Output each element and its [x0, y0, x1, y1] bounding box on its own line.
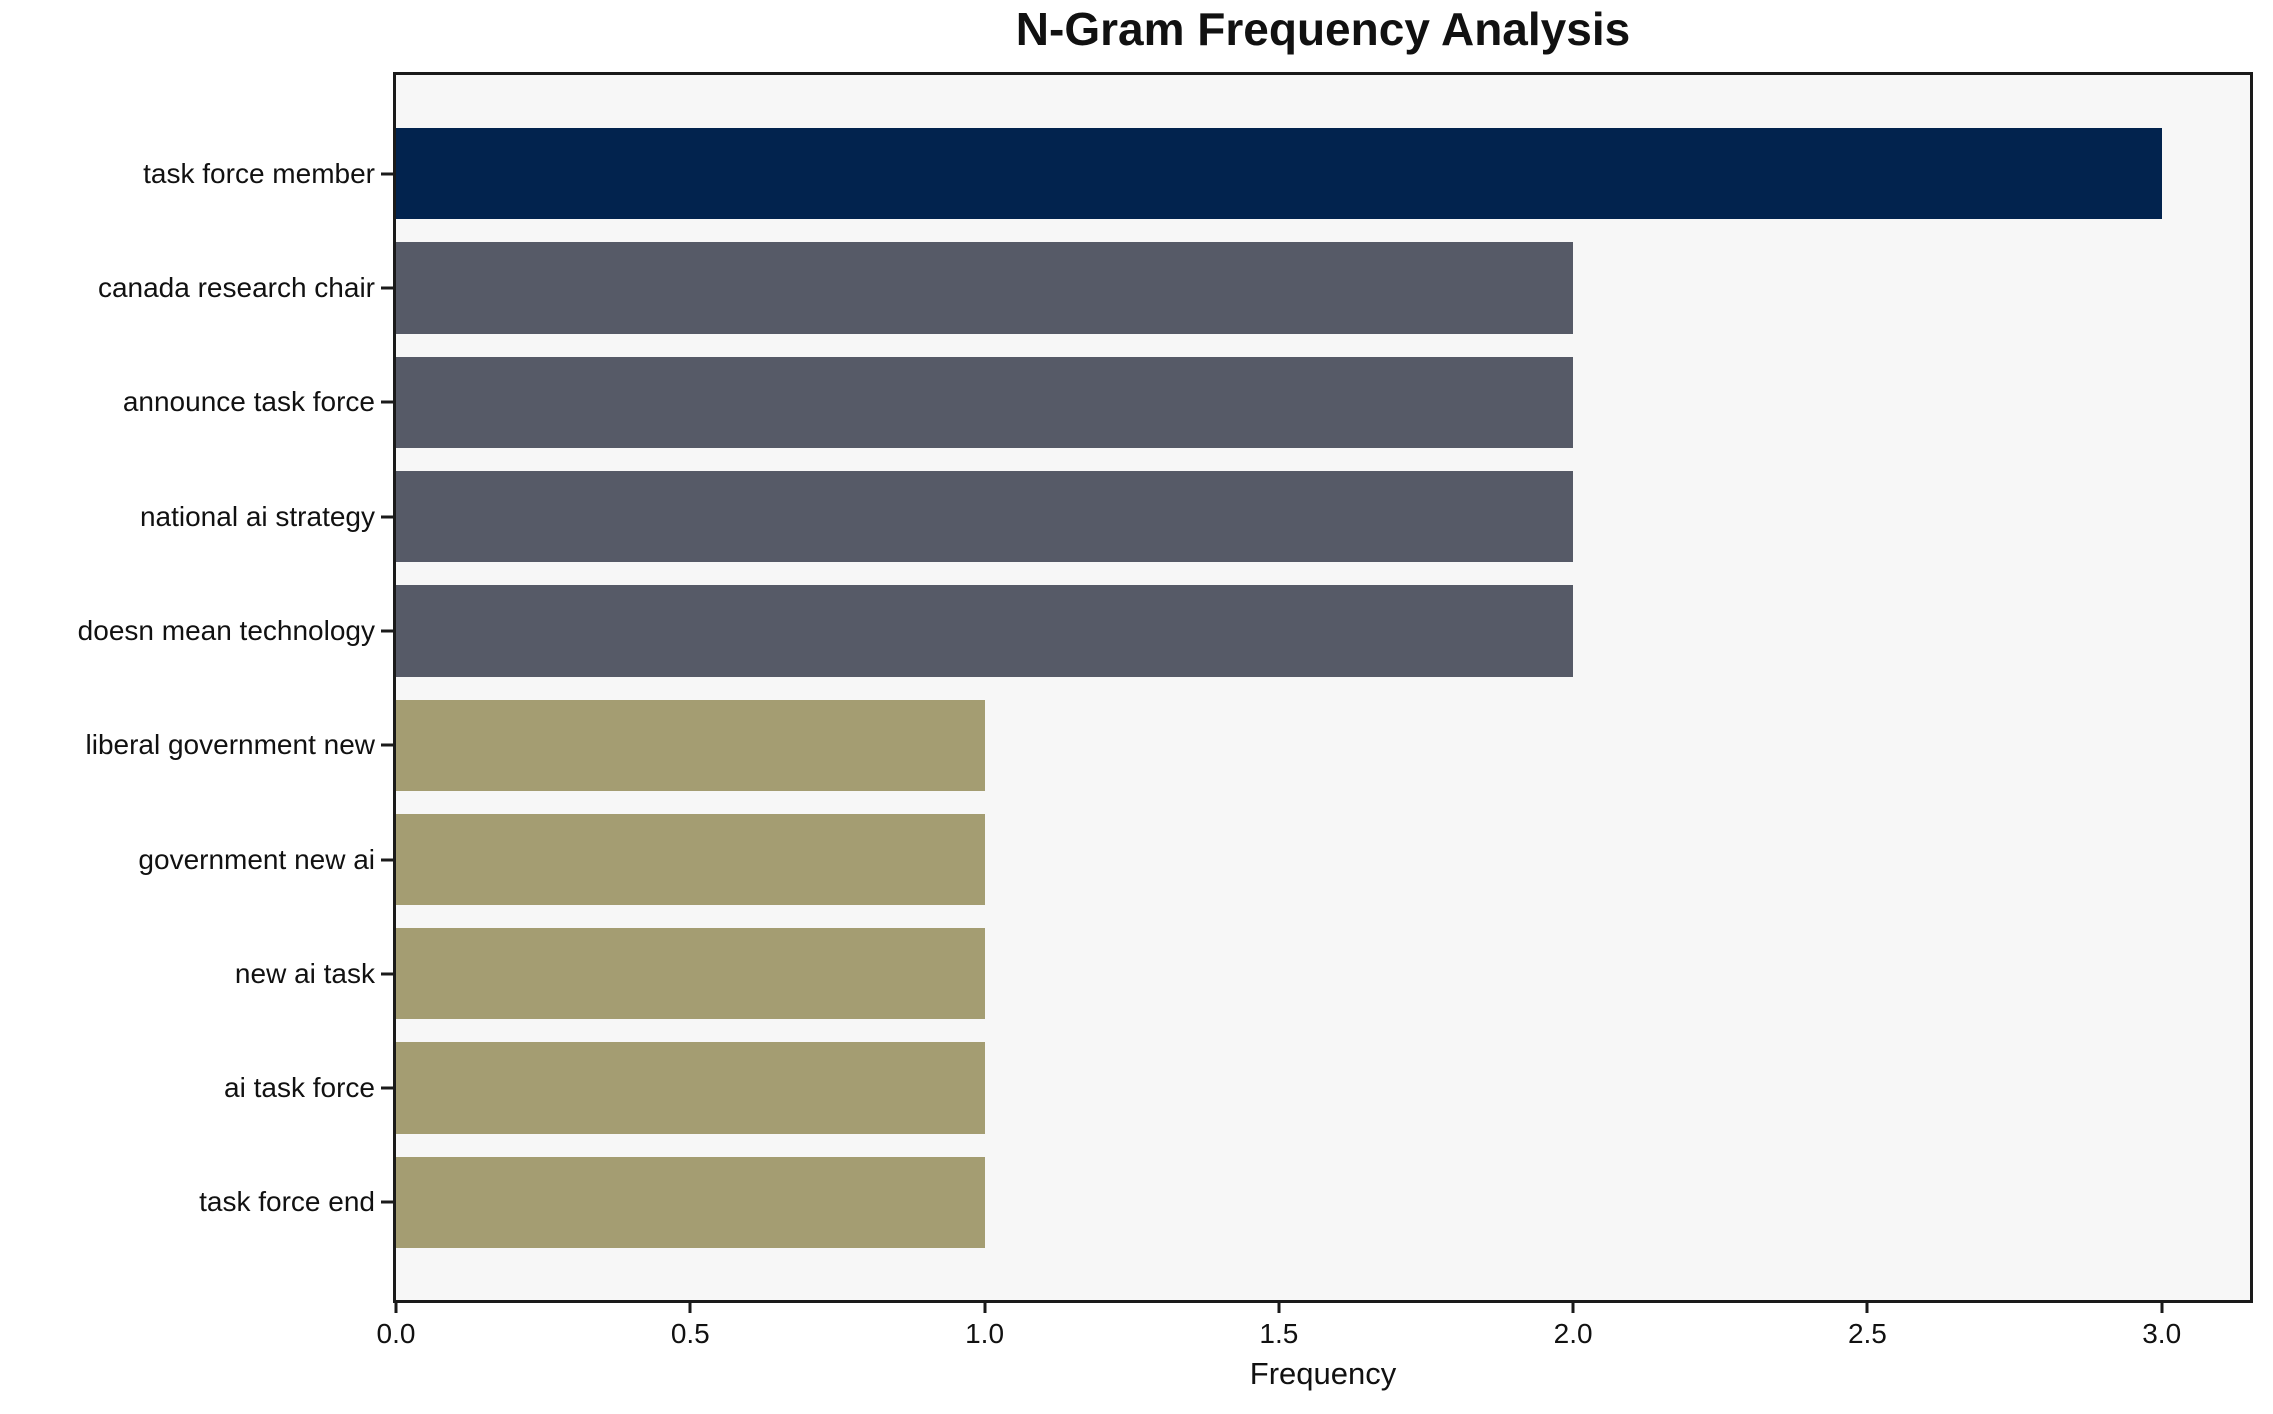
bar [396, 1042, 985, 1134]
bar [396, 1156, 985, 1249]
y-tick-label: doesn mean technology [77, 614, 375, 646]
y-tick-label: canada research chair [97, 272, 375, 303]
x-tick-mark [983, 1303, 987, 1313]
x-tick-label: 0.5 [670, 1318, 710, 1349]
x-tick-mark [394, 1303, 398, 1313]
y-tick-mark [381, 286, 393, 290]
bar [396, 242, 1574, 334]
y-tick-label: announce task force [122, 386, 375, 418]
x-tick-label: 2.5 [1847, 1318, 1887, 1349]
x-tick-label: 0.0 [376, 1318, 416, 1349]
y-tick-mark [381, 172, 393, 176]
bar [396, 928, 985, 1020]
bar [396, 356, 1574, 448]
y-tick-label: government new ai [138, 843, 375, 875]
bar [396, 128, 2162, 220]
x-tick-mark [1277, 1303, 1281, 1313]
y-tick-mark [381, 1200, 393, 1204]
y-tick-label: ai task force [224, 1072, 375, 1104]
plot-area [393, 72, 2253, 1303]
y-tick-mark [381, 972, 393, 976]
bar [396, 470, 1574, 563]
chart-title: N-Gram Frequency Analysis [1015, 3, 1631, 55]
bar [396, 699, 985, 791]
y-tick-mark [381, 858, 393, 861]
bar [396, 585, 1574, 677]
x-tick-label: 1.5 [1259, 1318, 1299, 1349]
y-tick-label: liberal government new [85, 729, 376, 761]
x-tick-label: 1.0 [965, 1318, 1005, 1349]
y-tick-label: task force end [199, 1186, 375, 1218]
x-tick-label: 2.0 [1553, 1318, 1593, 1349]
x-tick-mark [1571, 1303, 1575, 1313]
y-tick-mark [381, 1086, 393, 1090]
y-tick-mark [381, 743, 393, 747]
x-tick-mark [2160, 1303, 2164, 1313]
y-tick-mark [381, 629, 393, 633]
bar [396, 813, 985, 906]
x-tick-mark [688, 1303, 692, 1313]
x-axis-label: Frequency [1249, 1356, 1397, 1391]
y-tick-mark [381, 515, 393, 519]
y-tick-mark [381, 400, 393, 404]
y-tick-label: national ai strategy [139, 500, 375, 532]
x-tick-mark [1865, 1303, 1869, 1313]
y-tick-label: task force member [143, 157, 375, 189]
x-tick-label: 3.0 [2142, 1318, 2182, 1349]
y-tick-label: new ai task [234, 957, 375, 989]
